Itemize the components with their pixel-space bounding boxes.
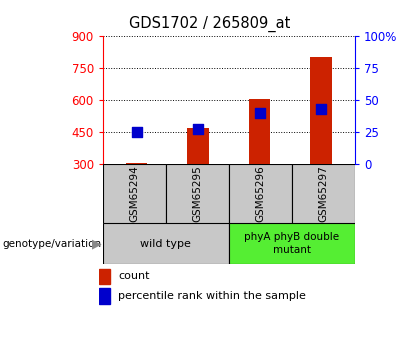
Bar [310, 58, 332, 164]
Point [256, 110, 263, 116]
Bar [229, 164, 292, 223]
Text: genotype/variation: genotype/variation [2, 239, 101, 248]
Text: percentile rank within the sample: percentile rank within the sample [118, 291, 306, 301]
Text: GSM65294: GSM65294 [129, 165, 139, 221]
Bar [249, 99, 270, 164]
Bar [229, 223, 355, 264]
Bar [126, 163, 147, 164]
Bar [166, 164, 229, 223]
Bar [103, 223, 229, 264]
Bar [103, 164, 166, 223]
Bar [187, 128, 209, 164]
Text: GSM65297: GSM65297 [318, 165, 328, 221]
Point [318, 106, 325, 112]
Point [195, 127, 202, 132]
Text: GDS1702 / 265809_at: GDS1702 / 265809_at [129, 16, 291, 32]
Bar [99, 288, 110, 304]
Bar [292, 164, 355, 223]
Text: GSM65296: GSM65296 [255, 165, 265, 221]
Bar [99, 268, 110, 284]
Point [133, 129, 140, 135]
Text: phyA phyB double
mutant: phyA phyB double mutant [244, 233, 339, 255]
Text: count: count [118, 272, 150, 282]
Text: wild type: wild type [140, 239, 192, 248]
Text: GSM65295: GSM65295 [192, 165, 202, 221]
Text: ▶: ▶ [92, 237, 102, 250]
